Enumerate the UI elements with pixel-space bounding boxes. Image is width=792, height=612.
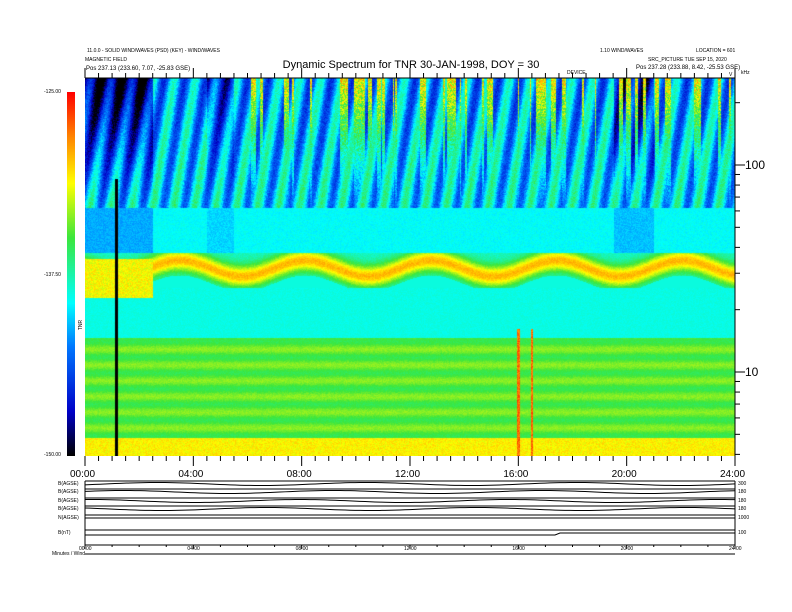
right-mark: V bbox=[729, 72, 733, 78]
cbar-label: TNR bbox=[78, 319, 85, 331]
y-axis-label: kHz bbox=[741, 70, 750, 76]
panel-trace bbox=[85, 532, 735, 536]
panel-max: 180 bbox=[738, 498, 747, 504]
bottom-x-tick: 16:00 bbox=[512, 546, 525, 552]
panel-label: B(AGSE) bbox=[58, 489, 79, 495]
y-tick-100: 100 bbox=[745, 158, 766, 172]
x-tick-label: 12:00 bbox=[395, 469, 421, 480]
panel-trace bbox=[84, 482, 736, 486]
header-right-3: SRC_PICTURE TUE SEP 15, 2020 bbox=[648, 57, 727, 63]
cbar-tick-min: -150.00 bbox=[44, 452, 61, 458]
panel-trace bbox=[84, 490, 736, 494]
bottom-x-tick: 24:00 bbox=[729, 546, 742, 552]
x-tick-label: 08:00 bbox=[286, 469, 312, 480]
header-left-3: Pos 237.13 (233.60, 7.07, -25.83 GSE) bbox=[86, 66, 191, 72]
colorbar bbox=[67, 92, 75, 456]
panel-max: 180 bbox=[738, 506, 747, 512]
header-left-2: MAGNETIC FIELD bbox=[85, 57, 127, 63]
cbar-tick-max: -125.00 bbox=[44, 89, 61, 95]
cbar-tick-mid: -137.50 bbox=[44, 272, 61, 278]
device-label: DEVICE bbox=[567, 70, 586, 76]
panel-label: B(nT) bbox=[58, 530, 71, 536]
chart-title: Dynamic Spectrum for TNR 30-JAN-1998, DO… bbox=[282, 59, 540, 71]
panel-label: B(AGSE) bbox=[58, 498, 79, 504]
x-tick-label: 24:00 bbox=[720, 469, 746, 480]
panel-max: 180 bbox=[738, 489, 747, 495]
panel-trace bbox=[84, 507, 736, 511]
x-tick-label: 00:00 bbox=[70, 469, 96, 480]
bottom-x-tick: 20:00 bbox=[620, 546, 634, 552]
panel-max: 100 bbox=[738, 530, 747, 536]
x-tick-label: 04:00 bbox=[178, 469, 204, 480]
panel-max: 300 bbox=[738, 481, 747, 487]
y-tick-10: 10 bbox=[745, 365, 759, 379]
header-right-4: Pos 237.28 (233.88, 8.42, -25.53 GSE) bbox=[636, 65, 741, 71]
footer-label: Minutes / Wind bbox=[52, 551, 86, 557]
header-left-1: 11.0.0 - SOLID WIND/WAVES (PSD) (KEY) - … bbox=[87, 48, 220, 54]
panel-label: B(AGSE) bbox=[58, 481, 79, 487]
header-right-2: LOCATION = 601 bbox=[696, 48, 736, 54]
spectrogram bbox=[85, 78, 735, 456]
panel-trace bbox=[84, 498, 736, 504]
header-right-1: 1.10 WIND/WAVES bbox=[600, 48, 644, 54]
bottom-x-tick: 12:00 bbox=[404, 546, 417, 552]
panel-max: 1000 bbox=[738, 515, 750, 521]
bottom-x-tick: 00:00 bbox=[79, 546, 92, 552]
x-tick-label: 16:00 bbox=[503, 469, 529, 480]
panel-label: N(AGSE) bbox=[58, 515, 79, 521]
bottom-x-tick: 04:00 bbox=[187, 546, 200, 552]
panel-label: B(AGSE) bbox=[58, 506, 79, 512]
bottom-x-tick: 08:00 bbox=[295, 546, 309, 552]
x-tick-label: 20:00 bbox=[611, 469, 637, 480]
